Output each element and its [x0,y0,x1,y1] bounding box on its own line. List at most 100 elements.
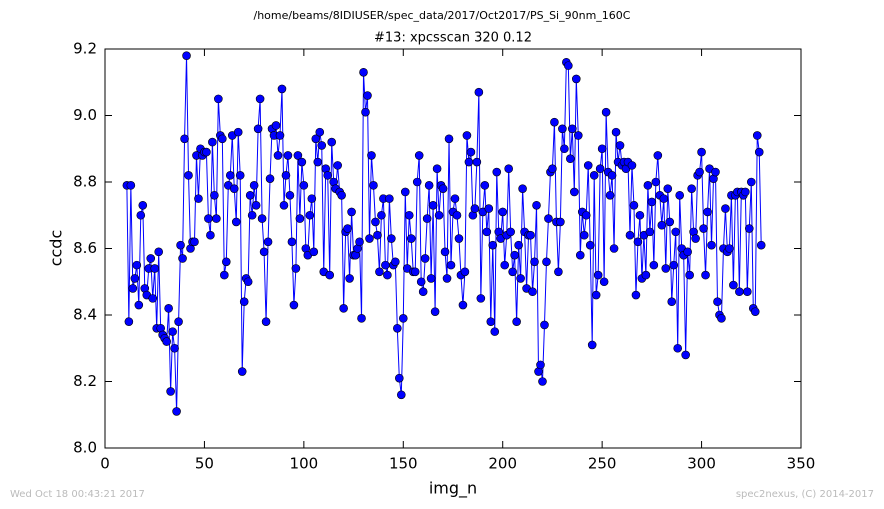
data-point [558,124,567,134]
data-point [729,280,738,290]
data-point [164,304,173,313]
data-point [359,67,368,77]
data-point [178,254,187,263]
data-point [273,151,283,160]
data-point [752,131,762,140]
data-point [293,151,303,160]
y-tick-label: 9.0 [73,106,97,124]
data-point [357,314,366,323]
data-point [305,210,315,220]
data-point [581,210,591,220]
x-tick-label: 200 [488,455,517,473]
data-point [243,277,253,287]
data-point [607,171,617,180]
data-point [615,141,625,150]
data-point [476,294,486,303]
data-point [512,317,521,326]
footer-right: spec2nexus, (C) 2014-2017 [736,489,874,500]
y-tick-label: 8.0 [73,439,97,457]
data-point [635,210,645,220]
data-point [452,210,462,220]
data-point [460,267,470,277]
data-point [285,191,295,200]
data-point [585,240,595,250]
data-point [317,141,327,150]
data-point [134,300,144,310]
data-point [126,181,136,190]
data-point [750,307,760,316]
data-point [130,274,140,283]
data-point [717,314,726,323]
data-point [683,247,692,257]
data-point [202,147,211,157]
data-point [536,360,545,370]
data-point [194,194,203,203]
data-point [398,314,408,323]
data-point [220,270,229,280]
data-point [695,167,704,177]
data-point [518,184,527,193]
data-point [295,214,305,223]
data-point [369,181,378,190]
data-point [339,304,348,313]
data-point [414,151,424,160]
data-point [631,290,641,300]
data-point [309,247,319,257]
data-point [410,267,420,277]
data-point [204,214,213,223]
data-point [492,167,502,177]
data-point [470,204,480,213]
data-line [126,55,762,412]
data-point [454,234,464,243]
chart-title: #13: xpcsscan 320 0.12 [374,31,532,46]
data-point [544,214,553,223]
data-point [412,177,422,187]
data-point [225,171,235,180]
data-point [190,237,199,247]
data-point [424,181,434,190]
data-point [663,184,673,193]
data-point [701,270,710,280]
data-point [579,230,589,240]
data-point [488,240,498,250]
data-point [347,207,356,217]
data-point [325,270,335,280]
data-point [756,240,766,250]
footer-left: Wed Oct 18 00:43:21 2017 [10,489,145,500]
data-point [253,124,263,134]
data-point [697,147,706,157]
data-point [231,217,241,227]
data-point [464,157,474,167]
data-point [148,294,158,303]
data-point [239,297,249,307]
data-point [699,224,708,233]
data-point [263,237,273,247]
data-point [210,191,219,200]
data-point [235,171,245,180]
data-point [508,267,517,277]
data-point [124,317,134,326]
data-point [371,217,380,227]
data-point [504,164,513,173]
data-point [599,277,609,287]
data-point [396,390,406,400]
data-point [703,207,712,217]
data-point [212,214,221,223]
x-tick-label: 100 [290,455,319,473]
data-point [550,117,559,127]
data-point [176,240,185,250]
data-point [251,200,261,210]
data-point [673,343,683,353]
data-point [446,260,456,270]
data-point [438,184,448,193]
data-point [482,227,492,237]
data-point [458,300,468,310]
data-point [746,177,756,187]
data-point [311,134,321,144]
data-point [257,214,267,223]
data-point [691,234,700,243]
data-point [363,91,372,100]
data-point [500,260,510,270]
data-point [625,230,635,240]
